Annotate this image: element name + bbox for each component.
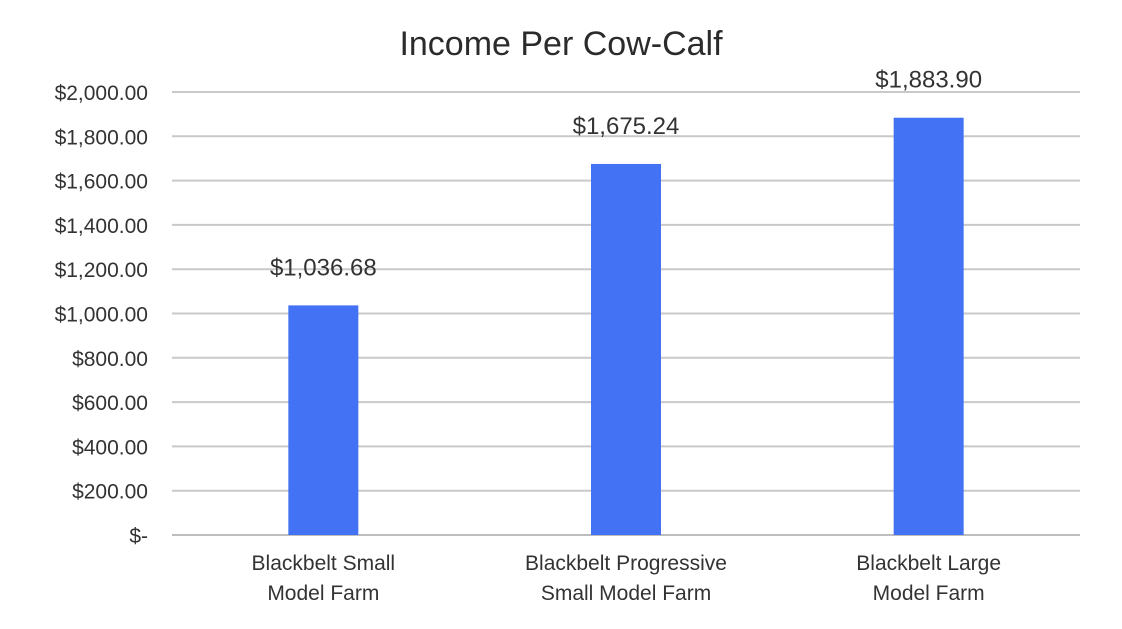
x-tick-label: Blackbelt Progressive: [525, 552, 727, 575]
chart-title: Income Per Cow-Calf: [399, 25, 723, 63]
y-tick-label: $1,200.00: [55, 259, 148, 282]
y-tick-label: $200.00: [72, 481, 148, 504]
y-tick-label: $2,000.00: [55, 82, 148, 105]
data-label: $1,036.68: [270, 254, 377, 281]
y-tick-label: $800.00: [72, 348, 148, 371]
bars: [288, 117, 964, 536]
data-label: $1,675.24: [573, 113, 680, 140]
bar: [288, 305, 359, 535]
y-axis-tick-labels: $- $200.00 $400.00 $600.00 $800.00 $1,000.00 $…: [55, 82, 148, 548]
bar: [893, 117, 964, 535]
y-tick-label: $1,600.00: [55, 171, 148, 194]
y-tick-label: $600.00: [72, 392, 148, 415]
y-tick-label: $1,000.00: [55, 304, 148, 327]
y-tick-label: $1,400.00: [55, 215, 148, 238]
y-tick-label: $400.00: [72, 436, 148, 459]
y-tick-label: $1,800.00: [55, 126, 148, 149]
x-axis-category-labels: Blackbelt Small Model Farm Blackbelt Progr…: [252, 552, 1001, 605]
data-labels: $1,036.68 $1,675.24 $1,883.90: [270, 67, 982, 282]
bar: [591, 163, 661, 536]
x-tick-label: Model Farm: [873, 582, 985, 605]
y-tick-label: $-: [129, 525, 148, 548]
x-tick-label: Model Farm: [267, 582, 379, 605]
x-tick-label: Blackbelt Large: [856, 552, 1001, 575]
x-tick-label: Small Model Farm: [541, 582, 711, 605]
data-label: $1,883.90: [875, 67, 982, 94]
x-tick-label: Blackbelt Small: [252, 552, 396, 575]
